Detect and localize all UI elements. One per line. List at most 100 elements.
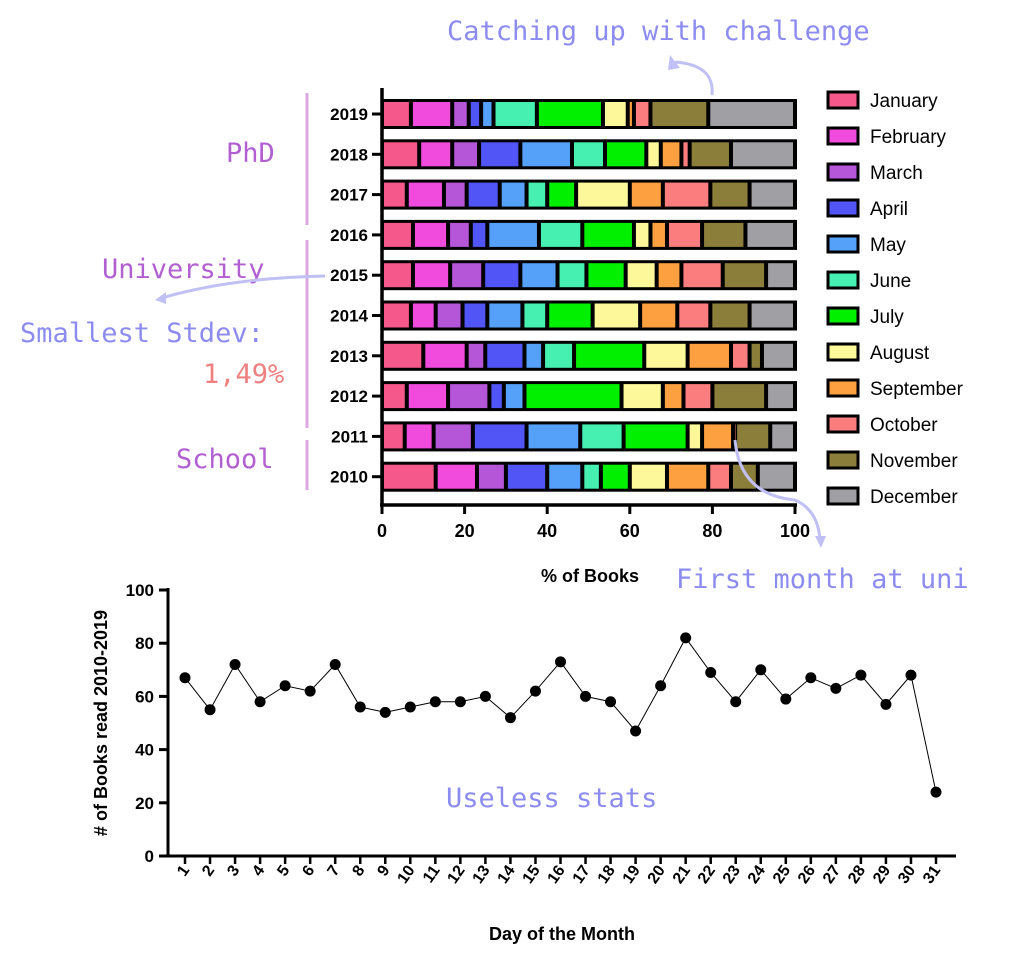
data-point-day-18 — [605, 696, 617, 708]
legend-swatch-february — [826, 126, 860, 146]
bar-segment-2019-february — [412, 102, 451, 126]
annotation-useless: Useless stats — [446, 783, 657, 814]
legend-label: July — [870, 307, 904, 328]
x-tick-label: 12 — [445, 862, 469, 886]
bar-segment-2012-october — [685, 384, 711, 409]
arrowhead-university — [155, 292, 166, 304]
bar-segment-2017-february — [408, 182, 442, 207]
legend-swatch-april — [826, 198, 860, 218]
y-axis-title: # of Books read 2010-2019 — [91, 610, 111, 836]
data-point-day-6 — [304, 685, 316, 697]
bar-segment-2014-november — [712, 303, 748, 328]
bar-segment-2018-may — [522, 142, 570, 167]
x-tick-label: 28 — [845, 862, 869, 886]
legend-label: December — [870, 487, 958, 508]
bar-segment-2019-may — [483, 102, 492, 126]
legend-label: September — [870, 379, 964, 400]
y-tick-label: 2019 — [330, 105, 368, 124]
x-tick-label: 7 — [324, 862, 343, 879]
bar-segment-2019-july — [538, 102, 601, 126]
legend-swatch-june — [826, 270, 860, 290]
bar-segment-2017-january — [384, 182, 405, 207]
data-point-day-25 — [780, 693, 792, 705]
data-point-day-16 — [555, 656, 566, 668]
bar-segment-2011-august — [689, 424, 701, 449]
legend-swatch-august — [826, 342, 860, 362]
data-point-day-12 — [454, 696, 466, 708]
bar-segment-2013-january — [384, 343, 422, 368]
bar-segment-2014-september — [642, 303, 676, 328]
y-tick-label: 0 — [145, 847, 154, 866]
bar-segment-2016-april — [472, 222, 486, 247]
bar-segment-2013-february — [425, 343, 465, 368]
legend-swatch-september — [826, 378, 860, 398]
bar-segment-2014-july — [549, 303, 591, 328]
data-point-day-19 — [630, 725, 642, 737]
x-tick-label: 6 — [299, 862, 318, 879]
x-tick-label: 23 — [720, 862, 744, 886]
annotation-challenge: Catching up with challenge — [447, 16, 870, 47]
bar-segment-2011-december — [772, 424, 793, 449]
bar-segment-2013-july — [576, 343, 643, 368]
bar-segment-2013-march — [468, 343, 484, 368]
x-tick-label: 19 — [620, 862, 644, 886]
bar-segment-2017-april — [468, 182, 498, 207]
y-tick-label: 20 — [135, 794, 154, 813]
bar-segment-2014-october — [679, 303, 709, 328]
bar-segment-2017-may — [501, 182, 525, 207]
x-tick-label: 60 — [620, 521, 640, 541]
bar-segment-2016-february — [414, 222, 447, 247]
bar-segment-2015-march — [452, 263, 482, 288]
bar-segment-2010-october — [710, 464, 729, 489]
annotation-phd: PhD — [226, 138, 275, 169]
bar-segment-2013-october — [732, 343, 748, 368]
data-point-day-31 — [930, 786, 942, 798]
bar-segment-2018-february — [421, 142, 451, 167]
bar-segment-2017-august — [578, 182, 628, 207]
data-point-day-30 — [905, 669, 917, 681]
annotation-university: University — [102, 254, 265, 285]
y-tick-label: 100 — [126, 581, 154, 600]
arrow-challenge — [674, 60, 714, 96]
bar-segment-2015-january — [384, 263, 411, 288]
legend-label: October — [870, 415, 938, 436]
x-tick-label: 80 — [702, 521, 722, 541]
arrowhead-challenge — [668, 55, 680, 70]
y-tick-label: 2018 — [330, 145, 368, 164]
bar-segment-2011-april — [474, 424, 525, 449]
annotation-school: School — [176, 444, 274, 475]
bar-segment-2011-july — [625, 424, 686, 449]
x-tick-label: 21 — [670, 862, 694, 886]
data-point-day-5 — [279, 680, 291, 692]
bar-segment-2018-july — [607, 142, 645, 167]
bar-segment-2015-june — [559, 263, 585, 288]
bar-segment-2017-march — [445, 182, 465, 207]
x-axis-title: % of Books — [541, 566, 639, 586]
bar-segment-2019-april — [470, 102, 480, 126]
bar-segment-2011-june — [582, 424, 622, 449]
bar-segment-2019-september — [629, 102, 632, 126]
bar-segment-2014-march — [437, 303, 461, 328]
bar-segment-2016-june — [540, 222, 581, 247]
data-point-day-9 — [379, 706, 391, 718]
arrow-university — [161, 274, 326, 300]
annotation-stdev-label: Smallest Stdev: — [20, 318, 264, 349]
legend-label: August — [870, 343, 930, 364]
x-tick-label: 18 — [595, 862, 619, 886]
y-tick-label: 40 — [135, 741, 154, 760]
x-tick-label: 20 — [455, 521, 475, 541]
bar-segment-2010-september — [668, 464, 707, 489]
bar-segment-2019-january — [384, 102, 409, 126]
bar-segment-2010-june — [584, 464, 599, 489]
bar-segment-2018-october — [683, 142, 688, 167]
bar-segment-2013-august — [646, 343, 686, 368]
bar-segment-2012-may — [505, 384, 523, 409]
bar-segment-2017-december — [751, 182, 793, 207]
data-point-day-15 — [529, 685, 541, 697]
x-tick-label: 13 — [470, 862, 494, 886]
data-point-day-21 — [680, 632, 692, 644]
legend-label: March — [870, 163, 923, 184]
bar-segment-2014-january — [384, 303, 409, 328]
bar-segment-2015-september — [658, 263, 680, 288]
data-point-day-24 — [755, 664, 767, 676]
